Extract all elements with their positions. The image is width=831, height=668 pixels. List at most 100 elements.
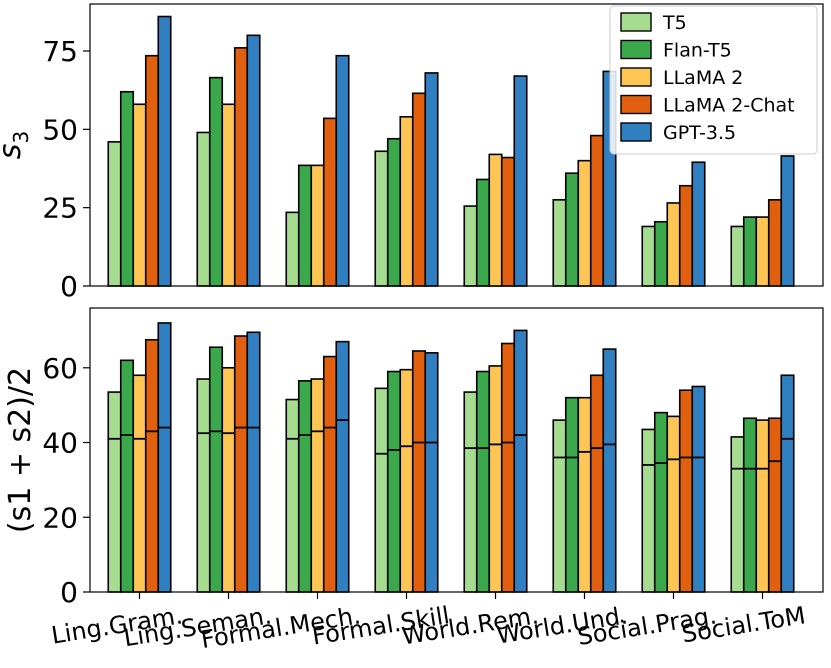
bar-flan-t5-formal-skill: [386, 370, 402, 593]
panel-top: 0 25 50 75 s3 T5 Flan-T5 LLaMA 2 LLaMA 2-Chat G…: [0, 3, 824, 303]
y-axis-label-top: s3: [0, 131, 33, 159]
bar-flan-t5-social-prag: [653, 411, 669, 593]
bar-t5-ling-gram: [107, 141, 122, 287]
bar-llama-2-chat-social-prag: [678, 184, 694, 287]
y-tick-label: 40: [42, 427, 78, 460]
bar-gpt-3-5-formal-mech: [335, 340, 350, 593]
bar-llama-2-world-und: [577, 159, 592, 287]
bar-gpt-3-5-world-und: [602, 348, 617, 593]
y-tick-label: 50: [42, 113, 78, 146]
legend-box: [609, 5, 818, 155]
y-tick-label: 0: [60, 270, 78, 303]
bar-llama-2-chat-formal-skill: [411, 350, 427, 593]
bar-gpt-3-5-ling-seman: [246, 331, 261, 593]
bar-llama-2-formal-skill: [399, 368, 414, 593]
panel-bottom: 0 20 40 60 (s1 + s2)/2 Ling.Gram.Ling.Seman…: [3, 307, 824, 654]
bar-flan-t5-ling-seman: [208, 346, 224, 593]
bar-gpt-3-5-social-tom: [780, 155, 795, 287]
bar-t5-world-und: [552, 419, 567, 593]
bar-gpt-3-5-ling-gram: [157, 15, 172, 287]
bar-gpt-3-5-ling-gram: [157, 322, 172, 593]
legend-swatch-gpt-3-5: [620, 122, 652, 142]
legend-label-llama-2: LLaMA 2: [663, 67, 743, 89]
bar-gpt-3-5-social-tom: [780, 374, 795, 593]
legend-swatch-llama-2-chat: [620, 94, 652, 115]
bar-flan-t5-formal-mech: [297, 380, 313, 593]
bar-llama-2-world-rem: [488, 153, 503, 287]
bar-t5-social-prag: [641, 428, 656, 593]
bar-llama-2-ling-gram: [132, 374, 147, 593]
y-tick-label: 75: [42, 35, 78, 68]
bar-t5-social-tom: [730, 225, 745, 287]
legend-label-t5: T5: [662, 12, 687, 34]
bar-flan-t5-ling-gram: [119, 90, 135, 287]
legend: T5 Flan-T5 LLaMA 2 LLaMA 2-Chat GPT-3.5: [609, 5, 818, 155]
bar-llama-2-chat-social-prag: [678, 389, 694, 593]
bar-t5-world-und: [552, 199, 567, 287]
bar-t5-formal-mech: [285, 398, 300, 593]
bar-t5-ling-seman: [196, 131, 211, 287]
bar-llama-2-chat-social-tom: [767, 199, 783, 287]
bar-llama-2-chat-formal-skill: [411, 92, 427, 287]
bar-t5-world-rem: [463, 205, 478, 287]
axes-frame-bottom: [89, 307, 824, 593]
bar-llama-2-ling-gram: [132, 103, 147, 287]
axes-frame-top: [89, 3, 824, 287]
bar-llama-2-chat-ling-seman: [233, 47, 249, 287]
bar-gpt-3-5-formal-skill: [424, 72, 439, 287]
legend-swatch-flan-t5: [620, 39, 652, 60]
bar-flan-t5-world-rem: [475, 178, 491, 287]
bar-flan-t5-social-tom: [742, 417, 758, 593]
bar-flan-t5-formal-mech: [297, 164, 313, 287]
bar-flan-t5-social-prag: [653, 220, 669, 287]
bar-llama-2-chat-world-rem: [500, 156, 516, 287]
bar-llama-2-chat-ling-gram: [144, 338, 160, 593]
x-ticks: Ling.Gram.Ling.Seman.Formal.Mech.Formal.…: [49, 592, 807, 654]
bar-llama-2-chat-social-tom: [767, 417, 783, 593]
bar-llama-2-chat-world-und: [589, 134, 605, 287]
bar-gpt-3-5-social-prag: [691, 161, 706, 287]
bar-t5-formal-skill: [374, 150, 389, 287]
legend-label-flan-t5: Flan-T5: [663, 40, 732, 62]
bar-flan-t5-ling-gram: [119, 359, 135, 593]
bar-llama-2-social-prag: [666, 202, 681, 287]
bar-llama-2-world-und: [577, 396, 592, 593]
bar-llama-2-chat-world-und: [589, 374, 605, 593]
bar-llama-2-chat-formal-mech: [322, 355, 338, 593]
bar-llama-2-world-rem: [488, 365, 503, 593]
bar-flan-t5-world-und: [564, 172, 580, 287]
bar-t5-social-prag: [641, 225, 656, 287]
bar-llama-2-formal-mech: [310, 164, 325, 287]
bar-t5-ling-gram: [107, 391, 122, 593]
bar-llama-2-social-tom: [755, 216, 770, 287]
bar-flan-t5-ling-seman: [208, 76, 224, 287]
legend-swatch-t5: [620, 12, 652, 32]
bar-llama-2-formal-skill: [399, 116, 414, 287]
bar-gpt-3-5-formal-mech: [335, 54, 350, 287]
bar-t5-formal-skill: [374, 387, 389, 593]
bar-llama-2-chat-formal-mech: [322, 117, 338, 287]
bar-llama-2-chat-ling-gram: [144, 54, 160, 287]
bar-llama-2-formal-mech: [310, 378, 325, 593]
y-ticks-top: 0 25 50 75: [42, 35, 90, 303]
y-tick-label: 20: [42, 501, 78, 534]
legend-label-gpt-3-5: GPT-3.5: [663, 122, 736, 144]
bar-t5-world-rem: [463, 391, 478, 593]
bar-gpt-3-5-world-rem: [513, 75, 528, 287]
bar-llama-2-social-tom: [755, 419, 770, 593]
bar-gpt-3-5-ling-seman: [246, 34, 261, 287]
y-axis-label-bottom: (s1 + s2)/2: [3, 367, 38, 533]
bar-flan-t5-world-und: [564, 396, 580, 593]
y-tick-label: 25: [42, 192, 78, 225]
bar-gpt-3-5-formal-skill: [424, 352, 439, 593]
bar-gpt-3-5-social-prag: [691, 385, 706, 593]
bars-top: [107, 15, 795, 287]
bars-bottom: [107, 322, 795, 593]
bar-gpt-3-5-world-rem: [513, 329, 528, 593]
bar-llama-2-ling-seman: [221, 103, 236, 287]
legend-swatch-llama-2: [620, 67, 652, 87]
bar-llama-2-social-prag: [666, 415, 681, 593]
bar-t5-social-tom: [730, 436, 745, 593]
